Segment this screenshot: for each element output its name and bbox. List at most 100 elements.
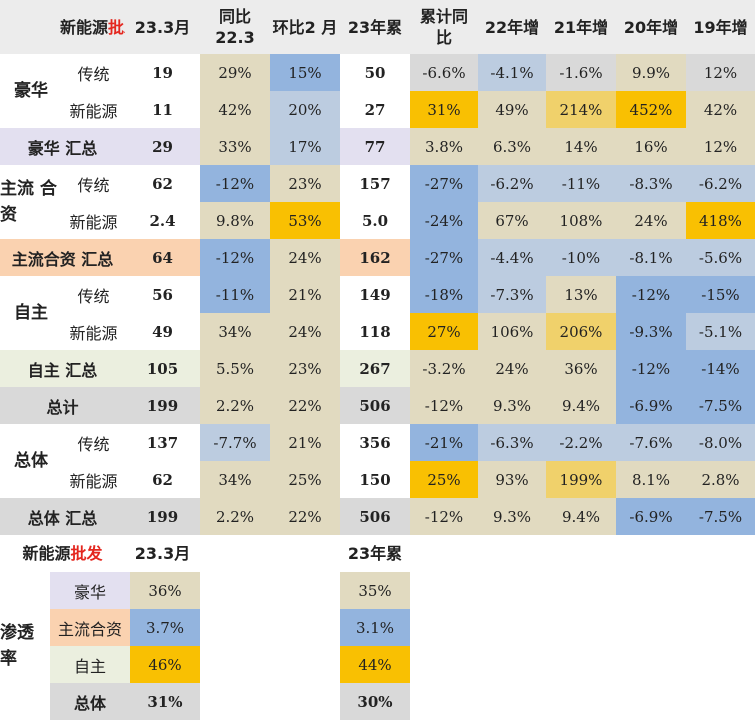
pen-title-suffix: 批发 bbox=[70, 544, 103, 563]
row-7-col-8: -5.1% bbox=[686, 313, 755, 350]
row-0-col-5: -4.1% bbox=[478, 54, 546, 91]
row-3-col-7: -8.3% bbox=[616, 165, 686, 202]
row-6-col-5: -7.3% bbox=[478, 276, 546, 313]
row-11-col-4: 25% bbox=[410, 461, 478, 498]
row-10-col-3: 356 bbox=[340, 424, 410, 461]
row-12-col-8: -7.5% bbox=[686, 498, 755, 535]
row-2-col-5: 6.3% bbox=[478, 128, 546, 165]
row-5-col-5: -4.4% bbox=[478, 239, 546, 276]
row-2-col-1: 33% bbox=[200, 128, 270, 165]
header-col-3: 23年累 bbox=[340, 0, 410, 54]
row-12-col-7: -6.9% bbox=[616, 498, 686, 535]
row-label-2: 豪华 汇总 bbox=[0, 128, 125, 165]
row-12-col-2: 22% bbox=[270, 498, 340, 535]
row-11-mar23: 62 bbox=[125, 461, 200, 498]
pen-title: 新能源 批发 bbox=[0, 535, 125, 572]
row-7-col-2: 24% bbox=[270, 313, 340, 350]
row-label-11: 新能源 bbox=[62, 461, 125, 498]
pen-row-label-0: 豪华 bbox=[50, 572, 130, 609]
pen-row-2-ytd: 44% bbox=[340, 646, 410, 683]
group-label-1: 主流 合资 bbox=[0, 165, 62, 239]
row-3-col-5: -6.2% bbox=[478, 165, 546, 202]
row-2-col-4: 3.8% bbox=[410, 128, 478, 165]
header-col-4: 累计同 比 bbox=[410, 0, 478, 54]
pen-row-3-mar23: 31% bbox=[130, 683, 200, 720]
header-title-prefix: 新能源 bbox=[59, 17, 108, 37]
row-4-col-2: 53% bbox=[270, 202, 340, 239]
pen-row-label-2: 自主 bbox=[50, 646, 130, 683]
row-2-col-6: 14% bbox=[546, 128, 616, 165]
row-5-col-1: -12% bbox=[200, 239, 270, 276]
row-1-mar23: 11 bbox=[125, 91, 200, 128]
row-9-mar23: 199 bbox=[125, 387, 200, 424]
row-2-col-3: 77 bbox=[340, 128, 410, 165]
row-10-col-5: -6.3% bbox=[478, 424, 546, 461]
row-label-10: 传统 bbox=[62, 424, 125, 461]
row-0-col-2: 15% bbox=[270, 54, 340, 91]
row-5-col-6: -10% bbox=[546, 239, 616, 276]
row-label-1: 新能源 bbox=[62, 91, 125, 128]
row-3-col-8: -6.2% bbox=[686, 165, 755, 202]
row-7-mar23: 49 bbox=[125, 313, 200, 350]
row-2-mar23: 29 bbox=[125, 128, 200, 165]
row-3-mar23: 62 bbox=[125, 165, 200, 202]
pen-row-2-mar23: 46% bbox=[130, 646, 200, 683]
row-9-col-7: -6.9% bbox=[616, 387, 686, 424]
row-3-col-6: -11% bbox=[546, 165, 616, 202]
row-9-col-8: -7.5% bbox=[686, 387, 755, 424]
row-12-col-3: 506 bbox=[340, 498, 410, 535]
row-7-col-3: 118 bbox=[340, 313, 410, 350]
row-4-col-6: 108% bbox=[546, 202, 616, 239]
row-8-mar23: 105 bbox=[125, 350, 200, 387]
header-col-5: 22年增 bbox=[478, 0, 546, 54]
row-3-col-4: -27% bbox=[410, 165, 478, 202]
row-4-col-7: 24% bbox=[616, 202, 686, 239]
pen-row-1-mar23: 3.7% bbox=[130, 609, 200, 646]
row-11-col-6: 199% bbox=[546, 461, 616, 498]
row-3-col-2: 23% bbox=[270, 165, 340, 202]
pen-row-3-ytd: 30% bbox=[340, 683, 410, 720]
row-8-col-2: 23% bbox=[270, 350, 340, 387]
row-label-9: 总计 bbox=[0, 387, 125, 424]
row-2-col-7: 16% bbox=[616, 128, 686, 165]
row-7-col-5: 106% bbox=[478, 313, 546, 350]
row-6-col-3: 149 bbox=[340, 276, 410, 313]
row-5-mar23: 64 bbox=[125, 239, 200, 276]
row-9-col-4: -12% bbox=[410, 387, 478, 424]
row-11-col-7: 8.1% bbox=[616, 461, 686, 498]
group-label-2: 自主 bbox=[0, 276, 62, 350]
row-8-col-3: 267 bbox=[340, 350, 410, 387]
row-9-col-3: 506 bbox=[340, 387, 410, 424]
row-8-col-6: 36% bbox=[546, 350, 616, 387]
row-4-col-3: 5.0 bbox=[340, 202, 410, 239]
row-11-col-3: 150 bbox=[340, 461, 410, 498]
row-5-col-7: -8.1% bbox=[616, 239, 686, 276]
row-5-col-4: -27% bbox=[410, 239, 478, 276]
row-9-col-5: 9.3% bbox=[478, 387, 546, 424]
row-label-12: 总体 汇总 bbox=[0, 498, 125, 535]
row-11-col-1: 34% bbox=[200, 461, 270, 498]
row-0-col-7: 9.9% bbox=[616, 54, 686, 91]
row-1-col-1: 42% bbox=[200, 91, 270, 128]
row-10-col-8: -8.0% bbox=[686, 424, 755, 461]
row-9-col-1: 2.2% bbox=[200, 387, 270, 424]
row-10-col-4: -21% bbox=[410, 424, 478, 461]
row-label-4: 新能源 bbox=[62, 202, 125, 239]
row-6-col-7: -12% bbox=[616, 276, 686, 313]
row-9-col-2: 22% bbox=[270, 387, 340, 424]
row-4-col-5: 67% bbox=[478, 202, 546, 239]
row-11-col-2: 25% bbox=[270, 461, 340, 498]
header-col-0: 23.3月 bbox=[125, 0, 200, 54]
row-label-6: 传统 bbox=[62, 276, 125, 313]
row-1-col-4: 31% bbox=[410, 91, 478, 128]
row-8-col-7: -12% bbox=[616, 350, 686, 387]
row-2-col-2: 17% bbox=[270, 128, 340, 165]
row-3-col-3: 157 bbox=[340, 165, 410, 202]
row-1-col-5: 49% bbox=[478, 91, 546, 128]
row-6-col-8: -15% bbox=[686, 276, 755, 313]
row-1-col-3: 27 bbox=[340, 91, 410, 128]
row-1-col-6: 214% bbox=[546, 91, 616, 128]
row-9-col-6: 9.4% bbox=[546, 387, 616, 424]
row-10-col-6: -2.2% bbox=[546, 424, 616, 461]
row-5-col-3: 162 bbox=[340, 239, 410, 276]
